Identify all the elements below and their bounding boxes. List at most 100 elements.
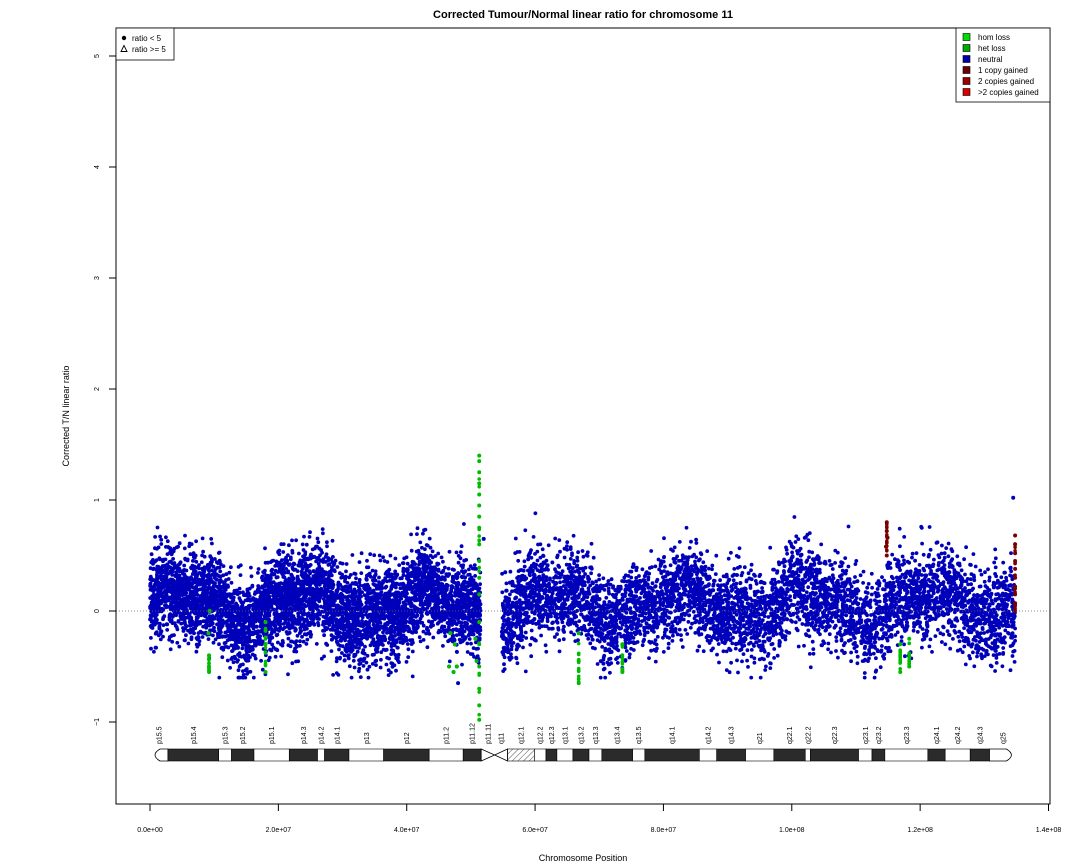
data-point <box>209 537 214 541</box>
data-point <box>276 640 280 645</box>
data-point <box>149 646 153 651</box>
data-point <box>456 554 461 558</box>
data-point <box>304 642 309 646</box>
data-point <box>288 606 293 610</box>
data-point <box>305 619 309 623</box>
data-point <box>324 641 328 646</box>
data-point <box>236 634 241 639</box>
data-point <box>289 617 293 622</box>
data-point <box>355 603 359 608</box>
data-point <box>240 603 245 608</box>
data-point <box>426 599 430 603</box>
data-point <box>313 573 318 578</box>
data-point <box>216 626 221 631</box>
data-point <box>441 587 445 592</box>
data-point <box>253 656 258 661</box>
data-point <box>362 651 367 656</box>
data-point <box>305 637 310 642</box>
data-point <box>419 579 424 584</box>
data-point <box>250 652 255 657</box>
data-point <box>425 612 430 616</box>
data-point <box>344 562 349 566</box>
data-point <box>155 606 160 611</box>
data-point <box>222 641 227 646</box>
plot-frame <box>115 27 1051 805</box>
data-point <box>308 589 313 594</box>
data-point <box>202 554 207 559</box>
data-point <box>407 628 412 632</box>
data-point <box>366 565 371 570</box>
data-point <box>373 617 377 622</box>
data-point <box>472 563 477 567</box>
data-point <box>436 551 441 556</box>
data-point <box>267 639 272 643</box>
data-point <box>413 578 417 583</box>
data-point <box>217 642 221 647</box>
data-point <box>256 567 261 571</box>
data-point <box>165 567 170 571</box>
data-point <box>304 542 309 547</box>
data-point <box>359 612 364 617</box>
data-point <box>211 640 216 645</box>
data-point <box>330 538 335 543</box>
chart-title: Corrected Tumour/Normal linear ratio for… <box>433 9 733 21</box>
data-point <box>363 630 368 634</box>
data-point <box>151 562 155 566</box>
data-point <box>464 615 469 620</box>
data-point <box>467 604 471 608</box>
data-point <box>401 569 406 573</box>
data-point <box>297 551 301 556</box>
data-point <box>454 627 459 632</box>
data-point <box>247 594 252 598</box>
data-point <box>175 564 180 568</box>
data-point <box>249 630 254 635</box>
data-point <box>185 558 190 563</box>
data-point <box>379 613 384 618</box>
data-point <box>340 572 344 577</box>
data-point <box>323 599 328 604</box>
data-point <box>177 644 182 649</box>
series-neutral <box>148 495 1017 686</box>
data-point <box>345 587 350 592</box>
data-point <box>452 575 456 580</box>
data-point <box>345 648 350 652</box>
data-point <box>289 572 294 577</box>
data-point <box>335 565 340 569</box>
data-point <box>311 620 315 625</box>
data-point <box>230 649 234 653</box>
data-point <box>210 559 214 564</box>
data-point <box>210 621 215 626</box>
data-point <box>283 557 287 562</box>
data-point <box>148 581 153 586</box>
data-point <box>215 631 220 636</box>
data-point <box>294 644 299 649</box>
data-point <box>409 548 414 553</box>
data-point <box>248 646 253 650</box>
data-point <box>236 622 241 627</box>
data-point <box>384 584 389 589</box>
data-point <box>375 646 380 651</box>
data-point <box>254 624 259 629</box>
data-point <box>197 604 202 609</box>
data-point <box>315 536 320 541</box>
data-point <box>282 575 287 580</box>
data-point <box>159 629 164 634</box>
data-point <box>301 639 306 644</box>
data-point <box>364 577 369 582</box>
data-point <box>350 590 355 595</box>
data-point <box>350 553 355 557</box>
data-point <box>213 637 218 642</box>
data-point <box>456 603 460 608</box>
data-point <box>240 675 245 680</box>
data-point <box>342 653 347 658</box>
data-point <box>296 611 300 616</box>
data-point <box>211 572 216 577</box>
data-point <box>158 607 163 611</box>
data-point <box>410 590 415 594</box>
data-point <box>410 630 415 635</box>
data-point <box>449 593 454 598</box>
data-point <box>281 542 286 546</box>
data-point <box>389 592 394 597</box>
data-point <box>227 570 232 575</box>
data-point <box>396 582 401 587</box>
